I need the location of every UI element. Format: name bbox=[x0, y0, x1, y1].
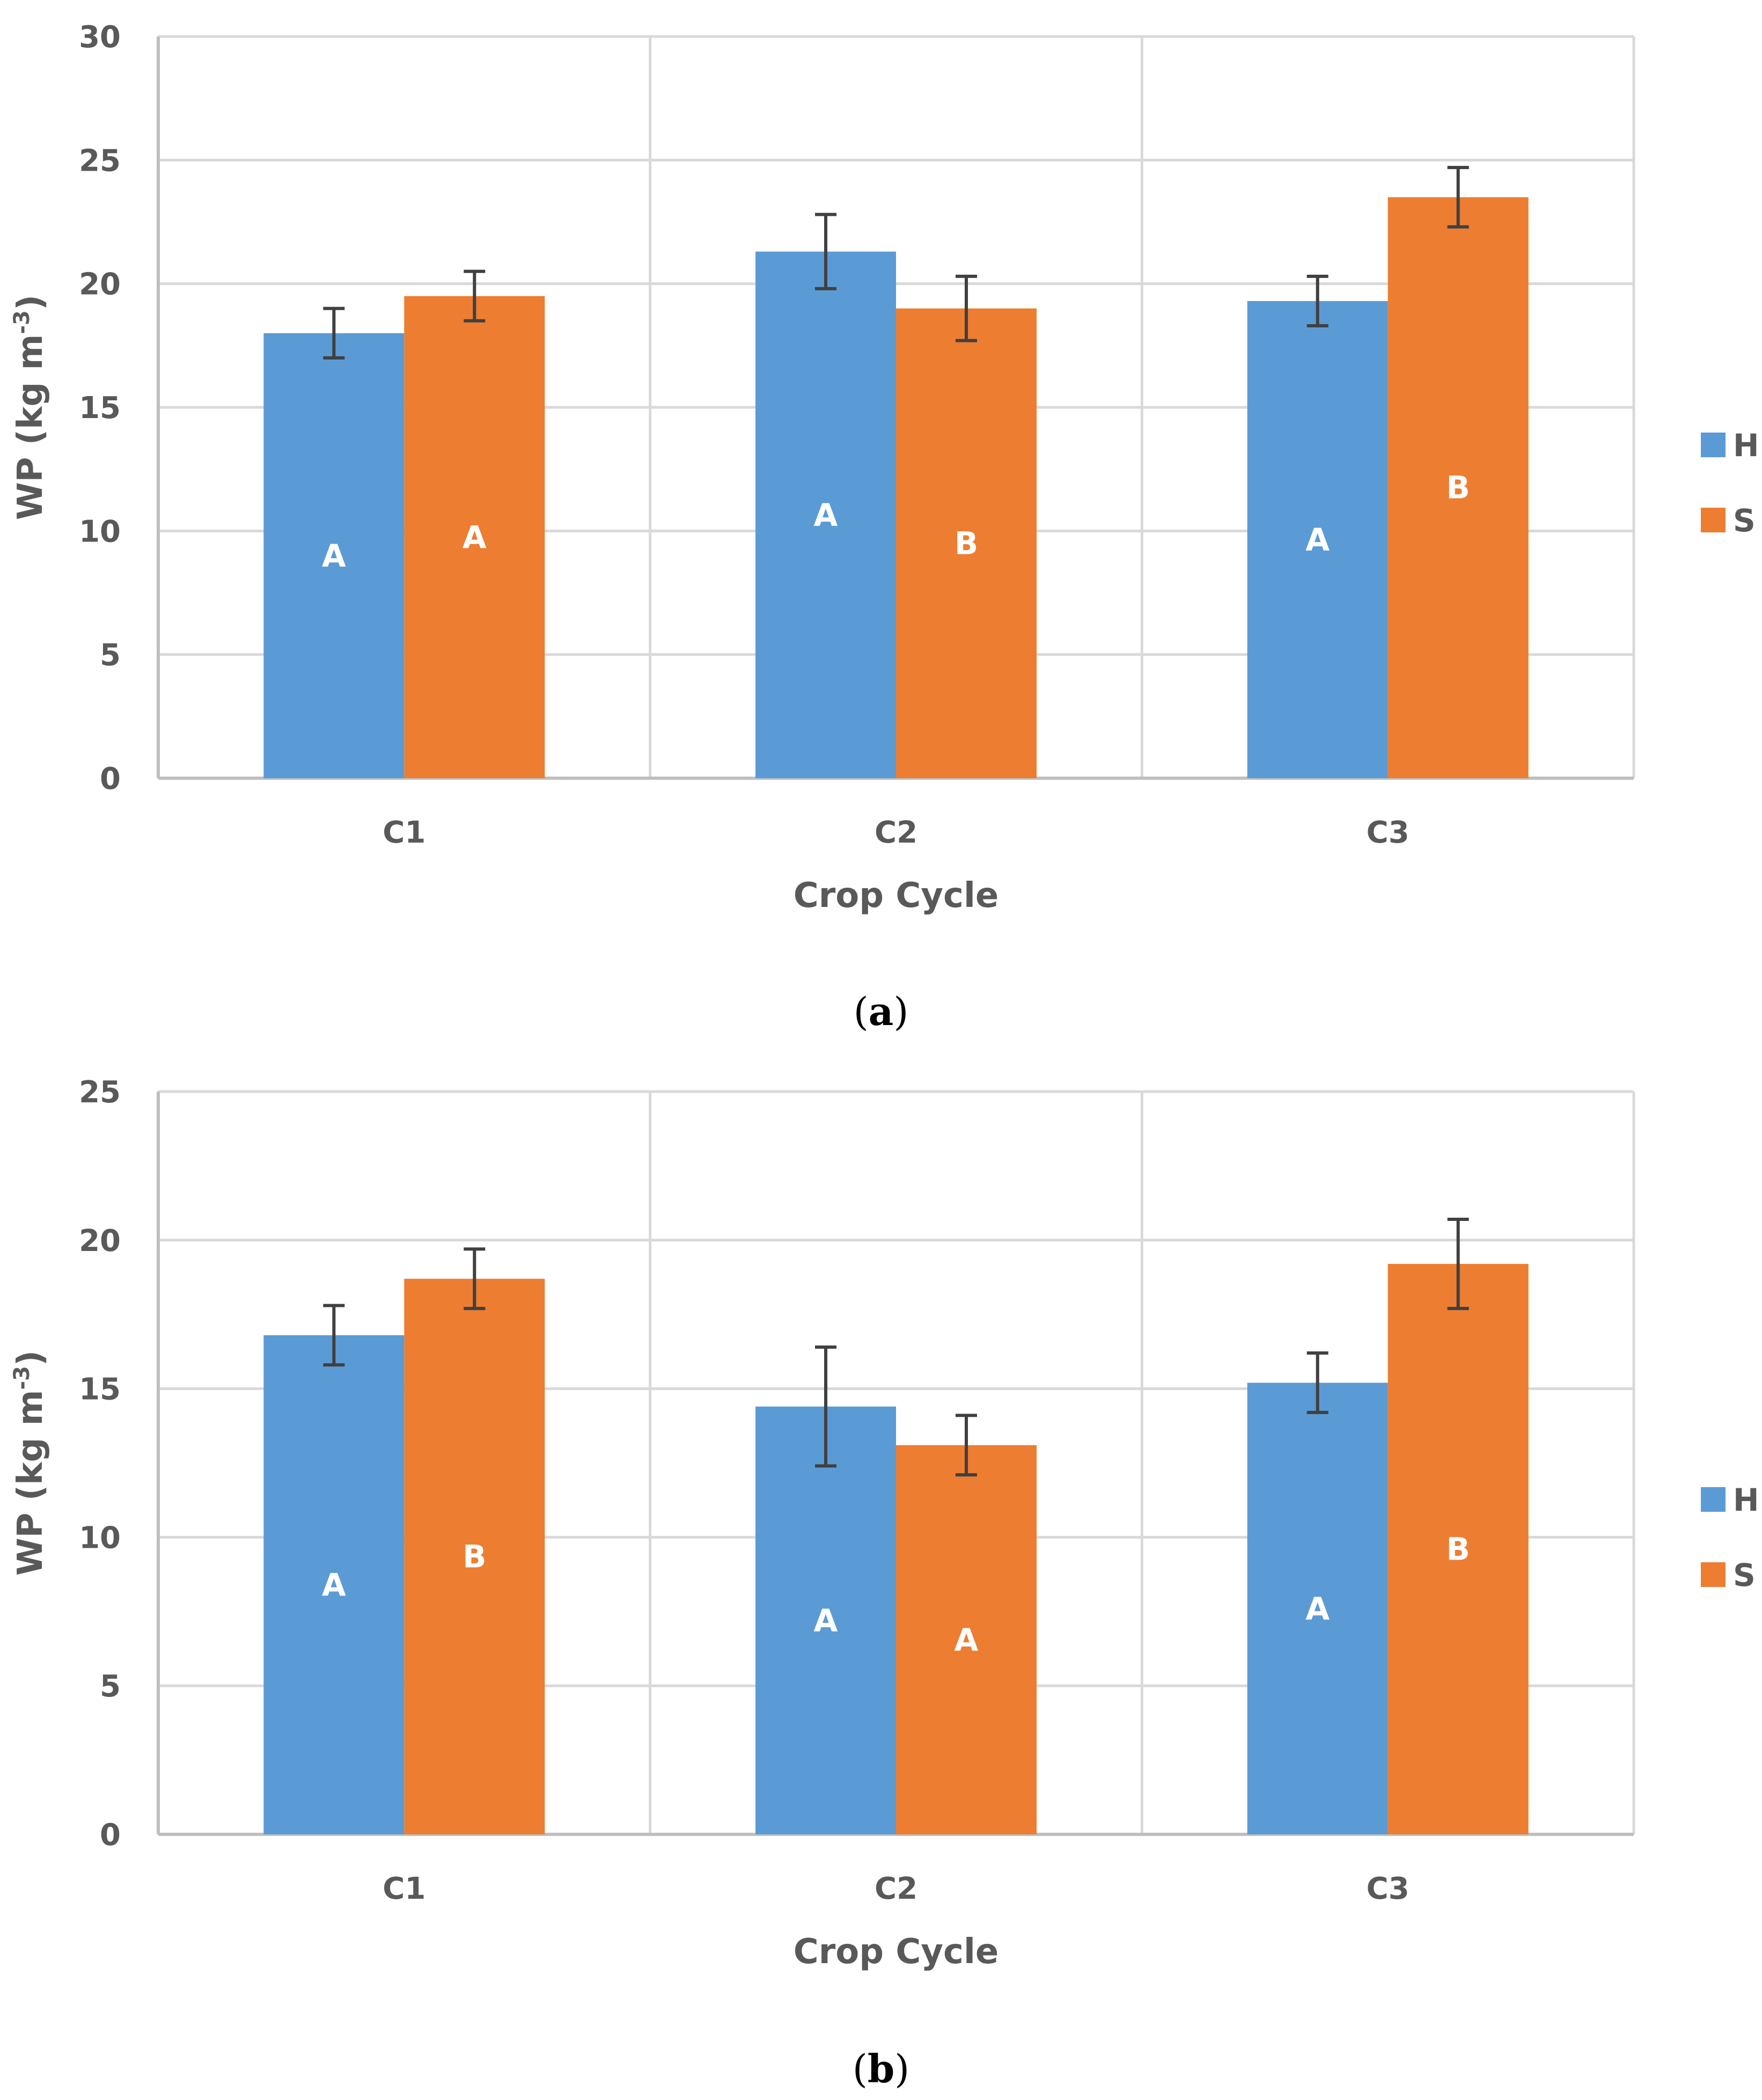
bar-b-H-C2 bbox=[755, 1406, 896, 1834]
error-bar-a-H-C2 bbox=[815, 213, 836, 290]
significance-label-b-H-C1: A bbox=[322, 1567, 346, 1603]
error-bar-a-S-C2 bbox=[956, 274, 977, 342]
x-tick-label-a: C1 bbox=[383, 815, 425, 850]
y-axis-title-main: WP (kg m bbox=[11, 1390, 50, 1576]
y-axis-title-b: WP (kg m-3) bbox=[10, 1350, 50, 1576]
y-tick-label-a: 10 bbox=[79, 514, 121, 549]
caption-letter: b bbox=[868, 2046, 894, 2091]
x-tick-label-a: C2 bbox=[875, 815, 917, 850]
y-axis-title-close: ) bbox=[11, 295, 50, 310]
legend-swatch-a-S bbox=[1701, 508, 1726, 532]
significance-label-a-S-C1: A bbox=[462, 519, 487, 555]
bar-a-H-C3 bbox=[1247, 301, 1388, 778]
error-bar-a-S-C1 bbox=[464, 269, 486, 323]
legend-label-a-S: S bbox=[1733, 502, 1756, 539]
y-axis-title-main: WP (kg m bbox=[11, 334, 50, 520]
error-bar-b-S-C2 bbox=[956, 1414, 977, 1477]
x-tick-label-b: C1 bbox=[383, 1871, 425, 1906]
significance-label-b-S-C1: B bbox=[462, 1538, 486, 1575]
y-tick-label-b: 0 bbox=[100, 1818, 121, 1853]
bar-a-H-C2 bbox=[755, 251, 896, 778]
bar-a-H-C1 bbox=[263, 333, 405, 778]
chart-panel-a: 0 5 10 15 20 25 30 A A A A B B C1 C2 C3 Crop Cycle WP (kg… bbox=[10, 20, 1759, 1034]
bar-a-S-C2 bbox=[896, 308, 1037, 778]
error-bar-b-S-C3 bbox=[1447, 1218, 1469, 1311]
y-tick-label-b: 5 bbox=[100, 1669, 121, 1704]
chart-panel-b: 0 5 10 15 20 25 A A A B A B C1 C2 C3 Crop Cycle WP (kg m… bbox=[10, 1075, 1759, 2091]
x-axis-title-a: Crop Cycle bbox=[794, 876, 999, 916]
error-bar-b-S-C1 bbox=[464, 1247, 486, 1311]
panel-caption-b: (b) bbox=[853, 2046, 910, 2091]
significance-label-a-S-C2: B bbox=[955, 525, 978, 561]
caption-close-paren: ) bbox=[893, 989, 908, 1034]
y-axis-title-close: ) bbox=[11, 1350, 50, 1366]
error-bar-b-H-C1 bbox=[323, 1304, 345, 1367]
bar-b-S-C1 bbox=[404, 1278, 545, 1834]
significance-label-b-H-C3: A bbox=[1305, 1590, 1330, 1627]
bar-b-S-C3 bbox=[1387, 1264, 1529, 1834]
y-tick-label-a: 25 bbox=[79, 143, 121, 178]
x-tick-label-b: C2 bbox=[875, 1871, 917, 1906]
y-tick-label-a: 15 bbox=[79, 391, 121, 426]
panel-caption-a: (a) bbox=[854, 989, 909, 1034]
y-tick-label-b: 10 bbox=[79, 1520, 121, 1555]
significance-label-a-H-C2: A bbox=[814, 496, 838, 533]
y-tick-label-a: 30 bbox=[79, 20, 121, 55]
error-bar-b-H-C2 bbox=[815, 1345, 836, 1468]
significance-label-b-S-C2: A bbox=[955, 1621, 979, 1658]
error-bar-a-H-C3 bbox=[1306, 274, 1328, 327]
bar-b-H-C1 bbox=[263, 1335, 405, 1834]
caption-open-paren: ( bbox=[853, 2046, 868, 2091]
legend-swatch-a-H bbox=[1701, 433, 1726, 457]
bar-b-H-C3 bbox=[1247, 1382, 1388, 1834]
significance-label-a-S-C3: B bbox=[1447, 470, 1470, 506]
bar-a-S-C1 bbox=[404, 296, 545, 778]
significance-label-a-H-C3: A bbox=[1305, 521, 1330, 558]
legend-swatch-b-S bbox=[1701, 1562, 1726, 1587]
x-tick-label-a: C3 bbox=[1367, 815, 1409, 850]
y-tick-label-b: 20 bbox=[79, 1224, 121, 1258]
y-tick-label-a: 20 bbox=[79, 267, 121, 302]
x-axis-title-b: Crop Cycle bbox=[794, 1932, 999, 1972]
legend-label-a-H: H bbox=[1733, 427, 1759, 464]
legend-label-b-H: H bbox=[1733, 1482, 1759, 1518]
legend-swatch-b-H bbox=[1701, 1487, 1726, 1512]
error-bar-a-S-C3 bbox=[1447, 166, 1469, 229]
significance-label-b-S-C3: B bbox=[1447, 1531, 1470, 1568]
y-tick-label-b: 15 bbox=[79, 1372, 121, 1407]
x-tick-label-b: C3 bbox=[1367, 1871, 1409, 1906]
y-axis-title-superscript: -3 bbox=[10, 1366, 34, 1389]
caption-letter: a bbox=[869, 989, 894, 1034]
caption-open-paren: ( bbox=[854, 989, 869, 1034]
significance-label-a-H-C1: A bbox=[322, 537, 346, 574]
y-axis-title-a: WP (kg m-3) bbox=[10, 295, 50, 520]
y-axis-title-superscript: -3 bbox=[10, 310, 34, 334]
bar-a-S-C3 bbox=[1387, 197, 1529, 778]
significance-label-b-H-C2: A bbox=[814, 1602, 838, 1638]
caption-close-paren: ) bbox=[894, 2046, 909, 2091]
error-bar-b-H-C3 bbox=[1306, 1351, 1328, 1414]
bar-b-S-C2 bbox=[896, 1445, 1037, 1834]
y-tick-label-a: 5 bbox=[100, 638, 121, 673]
error-bar-a-H-C1 bbox=[323, 306, 345, 360]
legend-label-b-S: S bbox=[1733, 1557, 1756, 1593]
y-tick-label-a: 0 bbox=[100, 762, 121, 796]
y-tick-label-b: 25 bbox=[79, 1075, 121, 1110]
